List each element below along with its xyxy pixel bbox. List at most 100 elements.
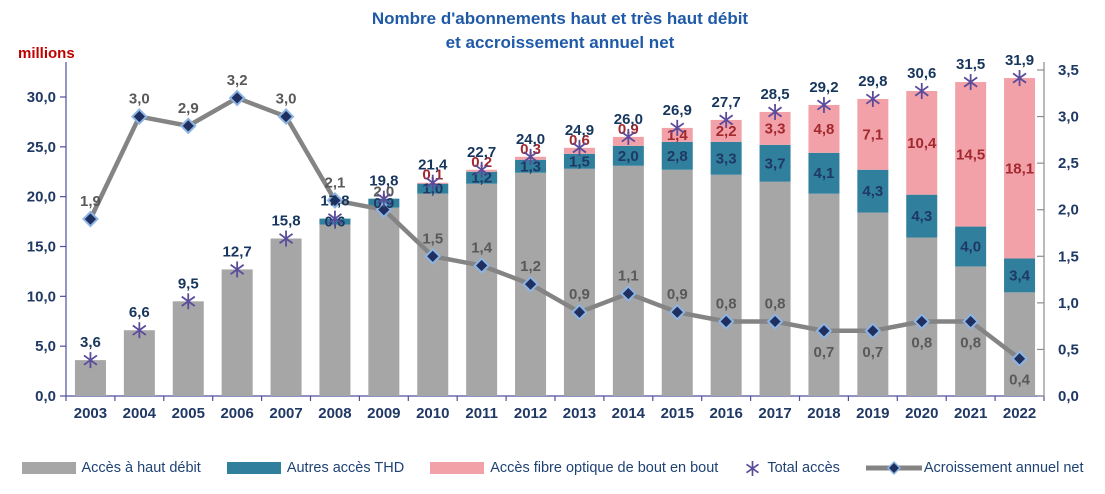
bar-segment-hautdebit-2017 xyxy=(759,181,791,396)
total-value-label: 6,6 xyxy=(129,304,150,321)
bar-segment-fibre-2021 xyxy=(955,82,987,227)
legend-item-hautdebit: Accès à haut débit xyxy=(21,460,201,476)
total-asterisk-marker xyxy=(523,148,538,165)
legend-label-thd: Autres accès THD xyxy=(286,460,405,476)
total-value-label: 15,8 xyxy=(271,213,300,230)
total-asterisk-marker xyxy=(963,74,978,91)
total-value-label: 29,2 xyxy=(809,79,838,96)
total-value-label: 30,6 xyxy=(907,65,936,82)
total-asterisk-marker xyxy=(572,139,587,156)
bar-segment-fibre-2019 xyxy=(857,98,889,170)
bar-segment-hautdebit-2014 xyxy=(612,165,644,396)
bar-value-label: 3,7 xyxy=(765,155,786,172)
growth-diamond-marker xyxy=(619,285,637,302)
total-asterisk-marker xyxy=(327,210,342,227)
growth-diamond-marker xyxy=(668,303,686,321)
chart-title-line2: et accroissement annuel net xyxy=(446,33,675,52)
growth-value-label: 0,8 xyxy=(716,295,737,312)
bar-segment-hautdebit-2013 xyxy=(563,168,595,396)
total-value-label: 31,9 xyxy=(1005,52,1034,69)
left-axis-tick-label: 15,0 xyxy=(27,239,56,256)
bar-segment-thd-2016 xyxy=(710,141,742,175)
total-asterisk-marker xyxy=(865,90,880,107)
total-value-label: 31,5 xyxy=(956,56,985,73)
right-axis-tick-label: 2,0 xyxy=(1058,202,1079,219)
total-value-label: 3,6 xyxy=(80,334,101,351)
year-label: 2018 xyxy=(807,405,840,422)
year-label: 2022 xyxy=(1003,405,1036,422)
bar-segment-thd-2019 xyxy=(857,169,889,213)
total-value-label: 29,8 xyxy=(858,73,887,90)
legend-label-fibre: Accès fibre optique de bout en bout xyxy=(490,460,719,476)
growth-diamond-marker xyxy=(522,275,539,293)
year-label: 2011 xyxy=(465,405,498,422)
total-asterisk-marker xyxy=(816,96,831,113)
bar-value-label: 4,3 xyxy=(862,183,883,200)
growth-value-label: 3,0 xyxy=(129,91,150,108)
legend-item-fibre: Accès fibre optique de bout en bout xyxy=(430,460,718,476)
bar-segment-hautdebit-2019 xyxy=(857,212,889,396)
bar-segment-hautdebit-2022 xyxy=(1004,292,1036,396)
growth-diamond-marker xyxy=(228,89,246,107)
total-value-label: 28,5 xyxy=(760,86,789,103)
bar-segment-hautdebit-2015 xyxy=(661,169,693,396)
bar-value-label: 1,3 xyxy=(520,158,541,175)
bar-segment-thd-2014 xyxy=(612,145,644,166)
year-label: 2016 xyxy=(709,405,742,422)
bar-segment-fibre-2022 xyxy=(1004,78,1036,259)
year-label: 2012 xyxy=(514,405,547,422)
bar-value-label: 4,0 xyxy=(960,239,981,256)
growth-value-label: 0,4 xyxy=(1009,372,1031,389)
growth-diamond-marker xyxy=(913,313,931,330)
total-value-label: 27,7 xyxy=(712,94,741,111)
total-value-label: 24,0 xyxy=(516,131,545,148)
bar-segment-thd-2018 xyxy=(808,152,840,194)
growth-value-label: 0,8 xyxy=(960,334,981,351)
total-asterisk-marker xyxy=(768,103,783,120)
bar-segment-hautdebit-2018 xyxy=(808,193,840,396)
growth-diamond-marker xyxy=(815,322,833,340)
growth-value-label: 0,7 xyxy=(814,344,835,361)
year-label: 2019 xyxy=(856,405,889,422)
bar-value-label: 3,3 xyxy=(716,150,737,167)
bar-segment-hautdebit-2006 xyxy=(221,269,253,396)
right-axis-tick-label: 0,0 xyxy=(1058,388,1079,405)
plot-area: 30,0 25,0 20,0 15,0 10,0 5,0 0,0 2003 2004 2005 20… xyxy=(27,52,1079,422)
year-label: 2013 xyxy=(563,405,596,422)
legend-swatch-fibre xyxy=(430,462,485,474)
total-value-label: 26,0 xyxy=(614,111,643,128)
total-asterisk-marker xyxy=(621,128,636,145)
right-axis-tick-label: 3,5 xyxy=(1058,62,1079,79)
total-value-label: 19,8 xyxy=(369,173,398,190)
legend-line-diamond-icon xyxy=(865,460,922,476)
growth-diamond-marker xyxy=(277,108,295,125)
left-axis-tick-label: 5,0 xyxy=(35,338,56,355)
growth-diamond-marker xyxy=(962,313,980,330)
bar-value-label: 2,8 xyxy=(667,148,688,165)
growth-diamond-marker xyxy=(82,210,99,228)
year-label: 2015 xyxy=(661,405,694,422)
total-value-label: 21,4 xyxy=(418,157,448,174)
bar-segment-thd-2017 xyxy=(759,144,791,182)
growth-value-label: 1,1 xyxy=(618,268,639,285)
total-asterisk-marker xyxy=(376,190,391,207)
right-axis-tick-label: 0,5 xyxy=(1058,341,1079,358)
growth-value-label: 0,9 xyxy=(569,286,590,303)
bar-segment-thd-2020 xyxy=(906,194,938,238)
total-value-label: 22,7 xyxy=(467,144,496,161)
bar-segment-fibre-2016 xyxy=(710,119,742,142)
year-label: 2010 xyxy=(416,405,449,422)
growth-diamond-marker xyxy=(326,191,344,209)
left-axis-tick-label: 30,0 xyxy=(27,89,56,106)
total-value-label: 9,5 xyxy=(178,275,199,292)
total-asterisk-marker xyxy=(474,161,489,178)
total-asterisk-marker xyxy=(914,83,929,100)
total-value-label: 24,9 xyxy=(565,122,594,139)
year-label: 2014 xyxy=(612,405,646,422)
legend-asterisk-icon xyxy=(746,460,760,476)
growth-diamond-marker xyxy=(864,322,882,340)
growth-value-label: 0,8 xyxy=(911,334,932,351)
total-asterisk-marker xyxy=(1012,70,1027,87)
year-label: 2020 xyxy=(905,405,938,422)
